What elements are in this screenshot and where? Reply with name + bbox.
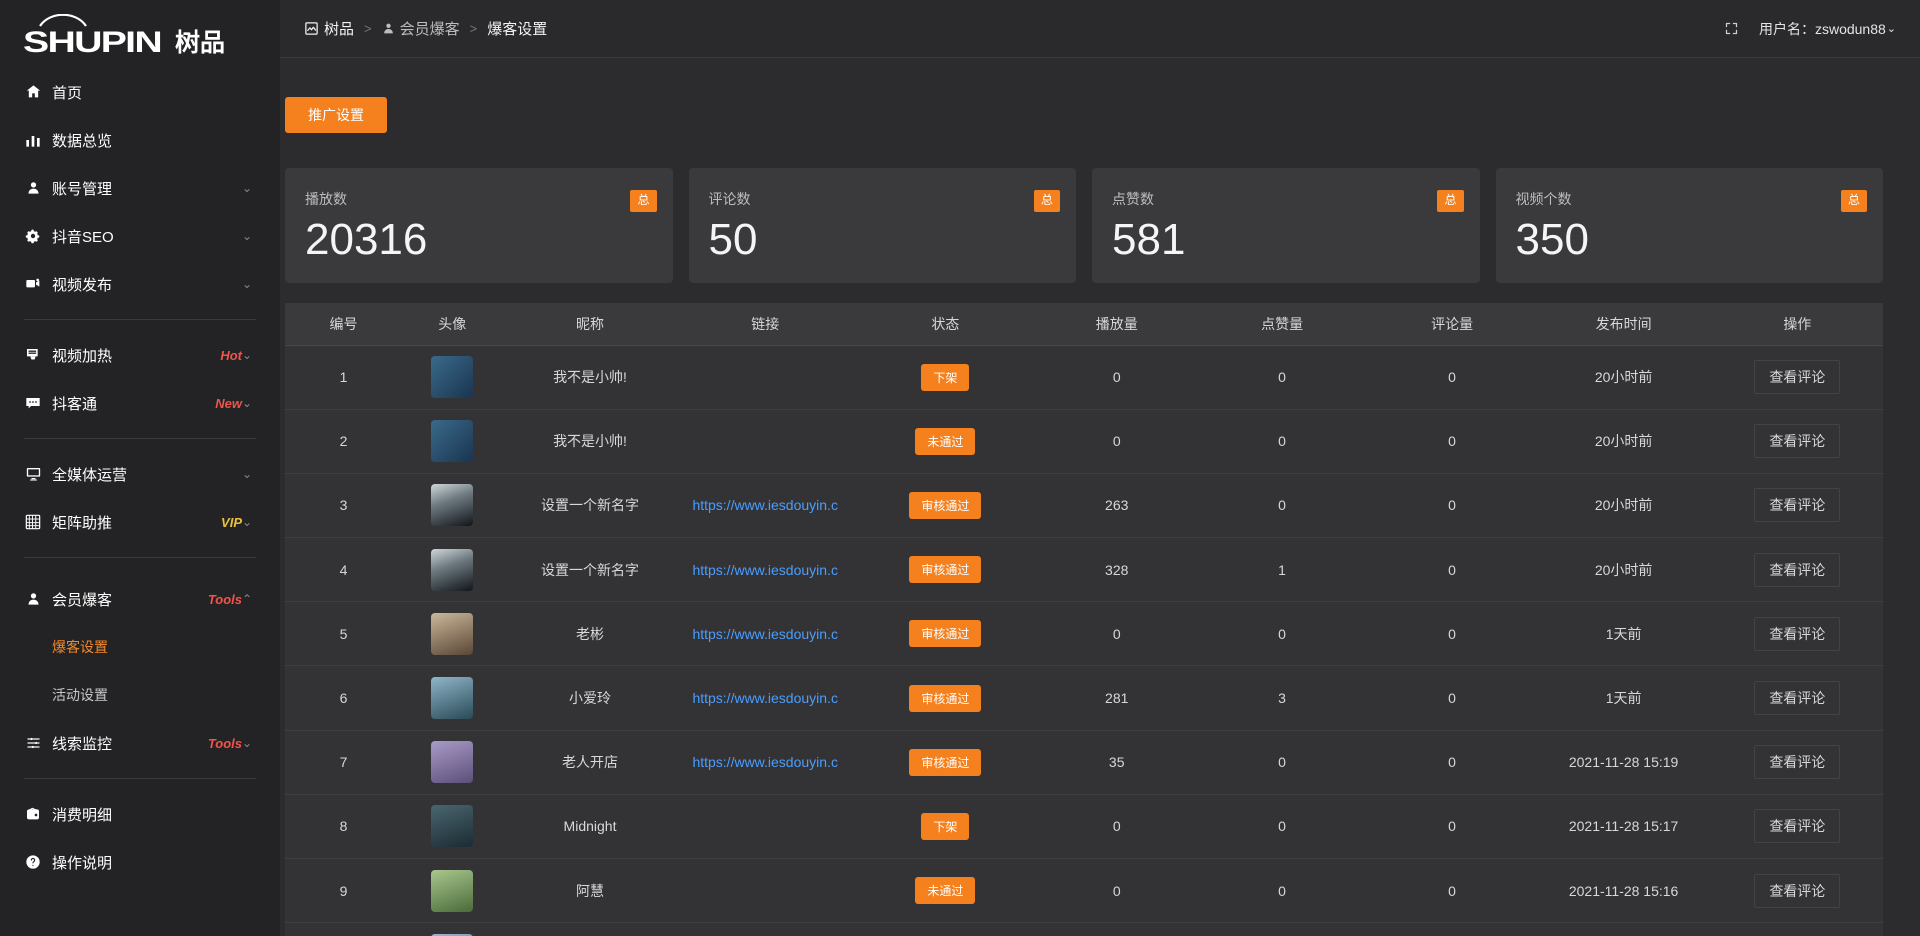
svg-text:SHUPIN: SHUPIN [24, 26, 161, 59]
svg-text:树品: 树品 [175, 29, 225, 57]
